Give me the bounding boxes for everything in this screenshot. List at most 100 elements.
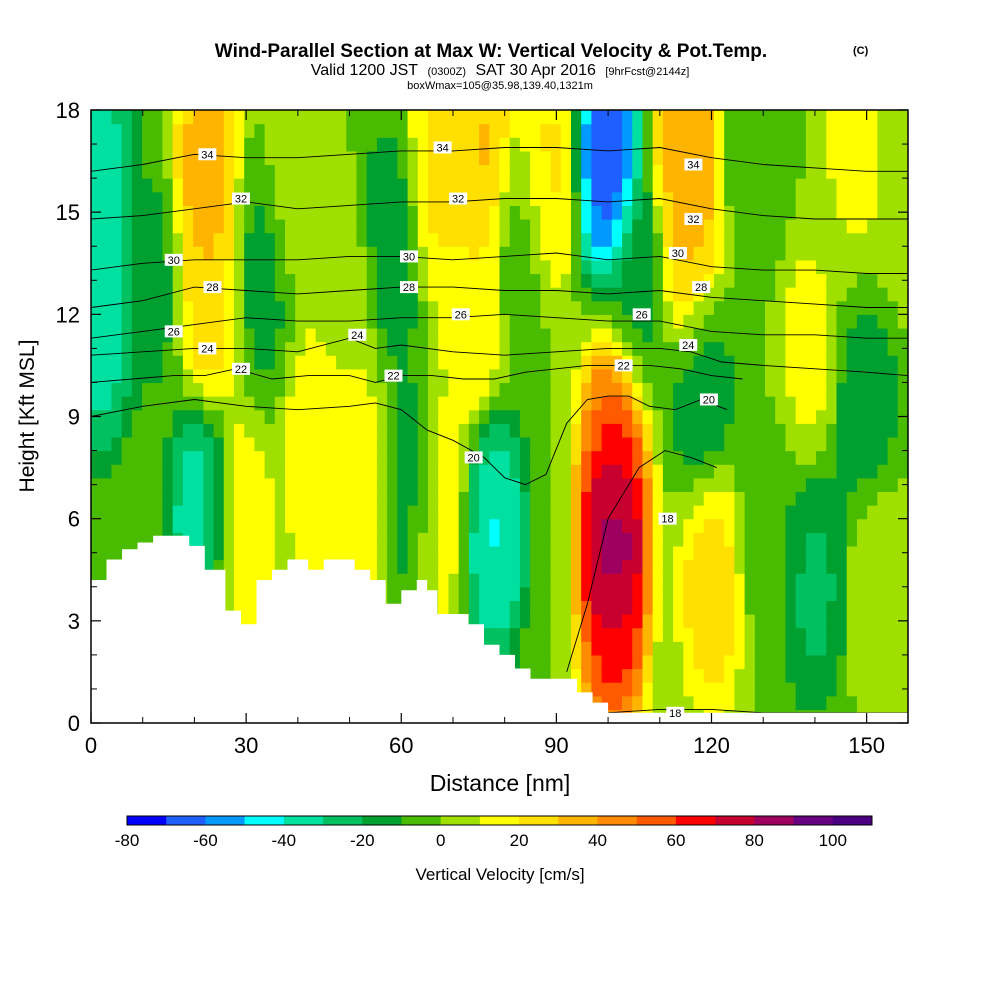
velocity-cell: [662, 477, 674, 493]
velocity-cell: [274, 436, 286, 452]
velocity-cell: [805, 287, 817, 302]
velocity-cell: [448, 423, 460, 438]
velocity-cell: [305, 327, 317, 343]
velocity-cell: [356, 436, 368, 452]
velocity-cell: [468, 614, 480, 629]
velocity-cell: [836, 259, 848, 275]
velocity-cell: [683, 327, 695, 343]
velocity-cell: [336, 532, 347, 547]
velocity-cell: [295, 341, 307, 356]
velocity-cell: [887, 668, 899, 683]
velocity-cell: [264, 464, 276, 479]
contour-label: 22: [231, 362, 250, 376]
velocity-cell: [387, 382, 398, 397]
velocity-cell: [489, 300, 501, 315]
velocity-cell: [754, 559, 766, 574]
velocity-cell: [673, 464, 684, 479]
velocity-cell: [897, 695, 908, 710]
velocity-cell: [591, 477, 603, 493]
velocity-cell: [366, 246, 378, 261]
velocity-cell: [213, 287, 225, 302]
velocity-cell: [203, 178, 215, 193]
velocity-cell: [233, 368, 245, 384]
velocity-cell: [152, 518, 164, 533]
velocity-cell: [417, 205, 429, 220]
velocity-cell: [509, 423, 521, 438]
contour-label-bg: [666, 706, 685, 719]
velocity-cell: [519, 396, 531, 411]
velocity-cell: [254, 218, 266, 234]
velocity-cell: [285, 355, 296, 370]
velocity-cell: [662, 314, 674, 329]
velocity-cell: [785, 423, 797, 438]
velocity-cell: [121, 477, 133, 493]
velocity-cell: [550, 355, 562, 370]
velocity-cell: [458, 327, 470, 343]
velocity-cell: [152, 137, 164, 152]
velocity-cell: [407, 110, 419, 125]
velocity-cell: [254, 178, 266, 193]
velocity-cell: [642, 137, 654, 152]
velocity-cell: [131, 300, 143, 315]
velocity-cell: [662, 205, 674, 220]
velocity-cell: [142, 218, 153, 234]
velocity-cell: [642, 627, 654, 642]
velocity-cell: [795, 300, 807, 315]
velocity-cell: [315, 137, 327, 152]
velocity-cell: [560, 287, 572, 302]
velocity-cell: [703, 218, 715, 234]
velocity-cell: [601, 532, 613, 547]
velocity-cell: [836, 327, 848, 343]
velocity-cell: [785, 287, 797, 302]
velocity-cell: [693, 341, 705, 356]
velocity-cell: [233, 559, 245, 574]
velocity-cell: [438, 396, 450, 411]
velocity-cell: [713, 614, 725, 629]
velocity-cell: [591, 464, 603, 479]
contour-label-text: 32: [235, 194, 247, 206]
velocity-cell: [509, 123, 521, 138]
velocity-cell: [765, 559, 776, 574]
velocity-cell: [744, 327, 756, 343]
velocity-cell: [131, 314, 143, 329]
velocity-cell: [754, 273, 766, 288]
velocity-cell: [560, 327, 572, 343]
velocity-cell: [877, 627, 889, 642]
colorbar-bin: [440, 816, 481, 825]
velocity-cell: [622, 668, 633, 683]
velocity-cell: [315, 477, 327, 493]
velocity-cell: [836, 654, 848, 670]
velocity-cell: [428, 178, 439, 193]
velocity-cell: [887, 532, 899, 547]
velocity-cell: [233, 436, 245, 452]
velocity-cell: [152, 259, 164, 275]
velocity-cell: [468, 123, 480, 138]
velocity-cell: [131, 218, 143, 234]
contour-label-text: 30: [672, 248, 684, 260]
theta-contour-20: [91, 395, 728, 486]
velocity-cell: [325, 259, 337, 275]
velocity-cell: [642, 695, 654, 710]
velocity-cell: [570, 559, 582, 574]
velocity-cell: [703, 164, 715, 179]
velocity-cell: [826, 450, 838, 465]
velocity-cell: [560, 505, 572, 520]
velocity-cell: [611, 573, 623, 588]
velocity-cell: [785, 450, 797, 465]
velocity-cell: [560, 573, 572, 588]
velocity-cell: [785, 355, 797, 370]
velocity-cell: [744, 654, 756, 670]
velocity-cell: [407, 150, 419, 166]
velocity-cell: [581, 218, 593, 234]
velocity-cell: [785, 627, 797, 642]
velocity-cell: [856, 654, 868, 670]
contour-label: 28: [203, 281, 222, 294]
velocity-cell: [91, 382, 102, 397]
velocity-cell: [826, 641, 838, 656]
velocity-cell: [223, 436, 235, 452]
velocity-cell: [724, 518, 735, 533]
velocity-cell: [836, 287, 848, 302]
velocity-cell: [867, 191, 878, 206]
velocity-cell: [295, 518, 307, 533]
velocity-cell: [836, 491, 848, 506]
